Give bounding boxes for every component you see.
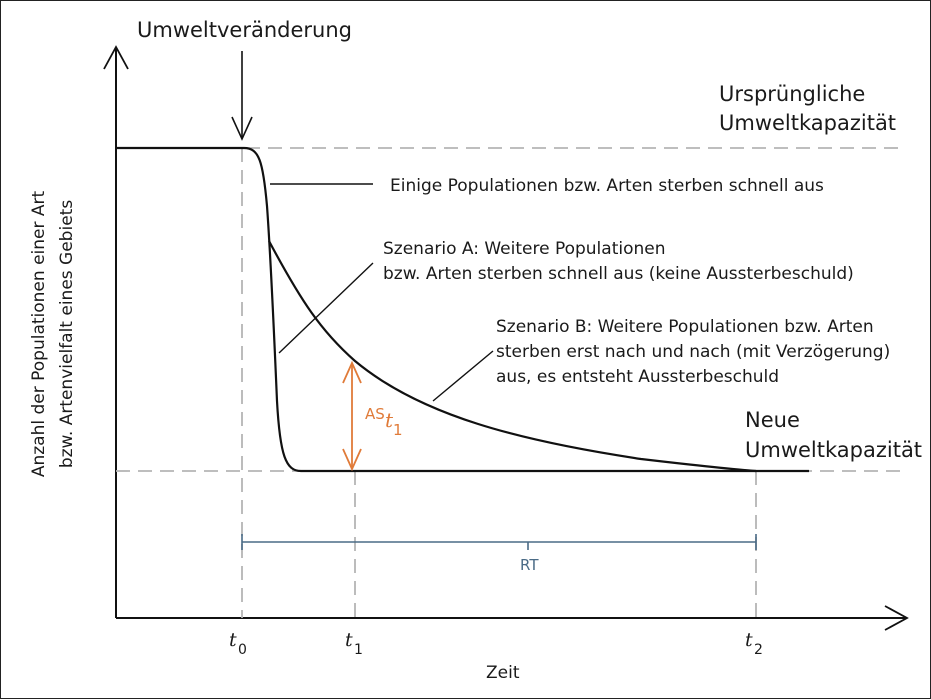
fast-extinction-label: Einige Populationen bzw. Arten sterben s… [390, 176, 824, 196]
x-axis-arrowhead [884, 605, 909, 631]
rt-label: RT [520, 556, 539, 574]
orig-capacity-label-2: Umweltkapazität [719, 111, 896, 135]
population-curve-scenario-b [268, 240, 757, 473]
scenario-a-label-2: bzw. Arten sterben schnell aus (keine Au… [383, 264, 854, 284]
y-axis-label-1: Anzahl der Populationen einer Art [29, 191, 49, 478]
population-curve-scenario-a [116, 146, 809, 473]
t2-label: t [745, 629, 753, 651]
extinction-debt-sub-1: 1 [393, 421, 403, 439]
x-axis-label: Zeit [486, 663, 520, 683]
event-label: Umweltveränderung [137, 18, 352, 42]
new-capacity-label-1: Neue [745, 408, 800, 432]
orig-capacity-label-1: Ursprüngliche [719, 82, 865, 106]
y-axis-arrowhead [103, 45, 129, 70]
t0-label: t [229, 629, 237, 651]
t1-label: t [345, 629, 353, 651]
scenario-b-label-3: aus, es entsteht Aussterbeschuld [496, 367, 779, 387]
t1-sub: 1 [354, 642, 363, 658]
t2-sub: 2 [754, 642, 763, 658]
new-capacity-label-2: Umweltkapazität [745, 438, 922, 462]
event-arrowhead [231, 116, 253, 141]
extinction-debt-arrowhead-top [342, 360, 362, 384]
extinction-debt-label: AS [365, 405, 385, 423]
leader-scenario-a [278, 262, 374, 354]
scenario-a-label-1: Szenario A: Weitere Populationen [383, 239, 666, 259]
extinction-debt-sub-t: t [385, 408, 394, 432]
scenario-b-label-2: sterben erst nach und nach (mit Verzöger… [496, 342, 890, 362]
scenario-b-label-1: Szenario B: Weitere Populationen bzw. Ar… [496, 317, 874, 337]
y-axis-label-2: bzw. Artenvielfalt eines Gebiets [57, 200, 77, 468]
leader-scenario-b [432, 350, 494, 402]
extinction-debt-arrowhead-bottom [342, 448, 362, 472]
t0-sub: 0 [238, 642, 247, 658]
